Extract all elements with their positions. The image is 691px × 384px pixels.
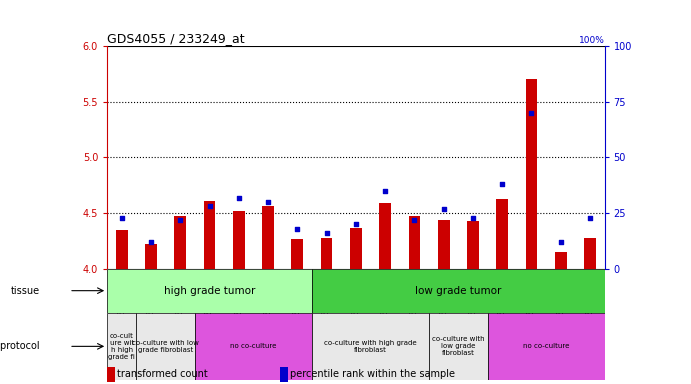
Bar	[312, 313, 429, 380]
Text: tissue: tissue	[10, 286, 40, 296]
Bar	[526, 79, 538, 269]
Text: high grade tumor: high grade tumor	[164, 286, 255, 296]
Text: co-culture with high grade
fibroblast: co-culture with high grade fibroblast	[324, 340, 417, 353]
Bar	[488, 313, 605, 380]
Bar	[195, 313, 312, 380]
Bar	[467, 221, 479, 269]
Bar	[408, 217, 420, 269]
Text: growth protocol: growth protocol	[0, 341, 40, 351]
Point	[438, 205, 449, 212]
Point	[585, 215, 596, 221]
Bar	[350, 228, 361, 269]
Point	[555, 239, 566, 245]
Point	[116, 215, 127, 221]
Bar	[233, 211, 245, 269]
Bar	[584, 238, 596, 269]
Point	[175, 217, 186, 223]
Point	[467, 215, 478, 221]
Bar	[438, 220, 450, 269]
Point	[409, 217, 420, 223]
Text: GDS4055 / 233249_at: GDS4055 / 233249_at	[107, 32, 245, 45]
Bar	[107, 313, 136, 380]
Text: co-culture with low
grade fibroblast: co-culture with low grade fibroblast	[132, 340, 199, 353]
Bar	[204, 201, 216, 269]
Text: low grade tumor: low grade tumor	[415, 286, 502, 296]
Point	[497, 181, 508, 187]
Point	[204, 204, 215, 210]
Bar	[496, 199, 508, 269]
Point	[263, 199, 274, 205]
Text: 100%: 100%	[579, 36, 605, 45]
Text: co-culture with
low grade
fibroblast: co-culture with low grade fibroblast	[432, 336, 484, 356]
Point	[350, 221, 361, 227]
Bar	[262, 207, 274, 269]
Bar	[116, 230, 128, 269]
Bar	[321, 238, 332, 269]
Point	[146, 239, 157, 245]
Bar	[379, 203, 391, 269]
Point	[526, 110, 537, 116]
Bar	[555, 252, 567, 269]
Text: no co-culture: no co-culture	[523, 343, 569, 349]
Point	[379, 188, 390, 194]
Point	[234, 194, 245, 200]
Bar	[312, 269, 605, 313]
Bar	[145, 244, 157, 269]
Bar	[292, 239, 303, 269]
Text: transformed count: transformed count	[117, 369, 208, 379]
Text: no co-culture: no co-culture	[230, 343, 276, 349]
Text: co-cult
ure wit
h high
grade fi: co-cult ure wit h high grade fi	[108, 333, 135, 360]
Bar	[429, 313, 488, 380]
Bar	[107, 269, 312, 313]
Point	[292, 226, 303, 232]
Bar	[136, 313, 195, 380]
Point	[321, 230, 332, 236]
Bar	[174, 217, 186, 269]
Text: percentile rank within the sample: percentile rank within the sample	[290, 369, 455, 379]
